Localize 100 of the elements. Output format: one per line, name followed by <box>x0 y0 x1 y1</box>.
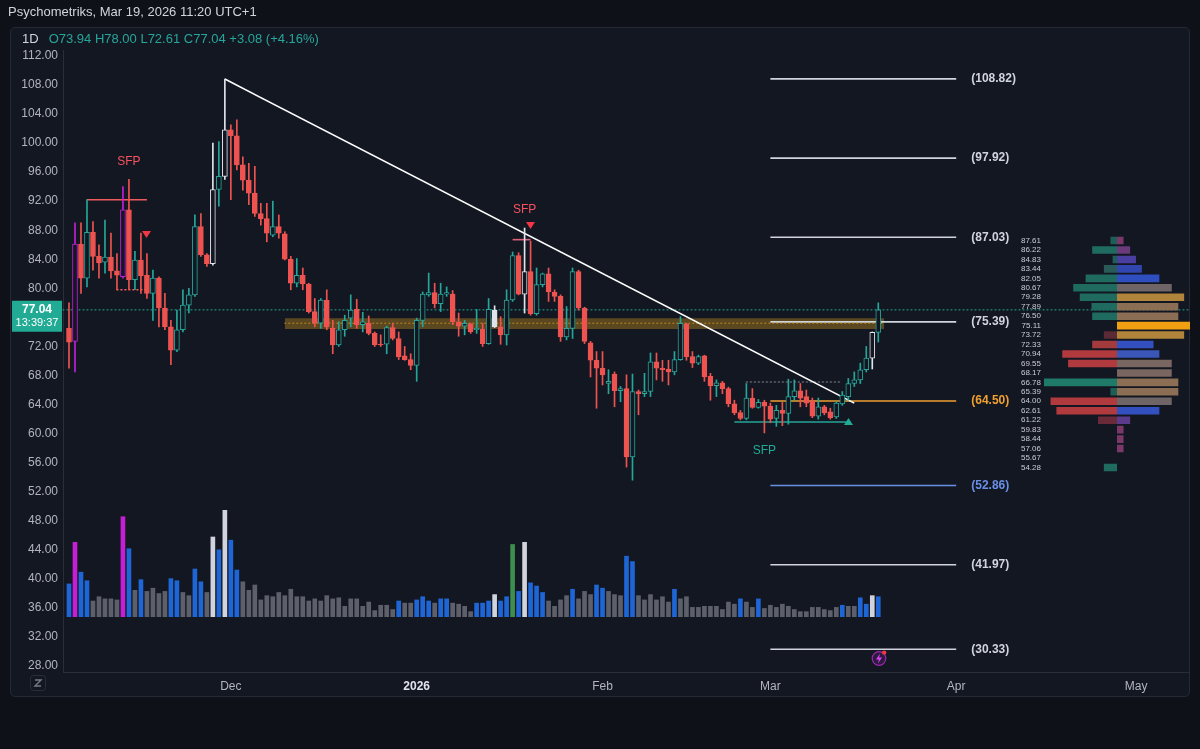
bar <box>1117 236 1124 245</box>
y-tick-label: 59.83 <box>1020 424 1042 434</box>
y-tick-label: 79.28 <box>1020 292 1042 302</box>
y-tick-label: 76.50 <box>1020 311 1042 321</box>
x-tick-label: Apr <box>946 678 966 693</box>
bar <box>1117 359 1172 368</box>
x-tick-label: 2026 <box>403 678 431 693</box>
bar <box>1098 416 1117 424</box>
candlestick <box>96 244 102 279</box>
bar <box>1117 425 1124 434</box>
y-tick-label: 75.11 <box>1021 320 1042 330</box>
bar <box>839 604 845 617</box>
bar <box>1117 388 1179 396</box>
y-tick-label: 56.00 <box>27 455 59 470</box>
y-tick-label: 96.00 <box>27 164 59 179</box>
candlestick <box>66 302 72 369</box>
series-label: (87.03) <box>971 229 1010 244</box>
y-tick-label: 80.67 <box>1020 283 1042 293</box>
bar <box>1068 359 1117 368</box>
bar <box>1117 284 1172 292</box>
candlestick <box>102 219 108 274</box>
bar <box>1117 265 1142 273</box>
bar <box>492 594 497 617</box>
ref-line-label: 77.04 <box>21 302 53 317</box>
bar <box>396 600 402 617</box>
y-tick-label: 80.00 <box>27 280 59 295</box>
bar <box>1085 274 1117 283</box>
bar <box>1117 435 1124 443</box>
y-tick-label: 84.00 <box>27 251 59 266</box>
y-tick-label: 52.00 <box>27 484 59 499</box>
bar <box>1117 378 1179 387</box>
y-tick-label: 104.00 <box>21 106 59 121</box>
bar <box>1117 406 1160 415</box>
bar <box>1103 331 1117 339</box>
bar <box>510 544 515 617</box>
y-tick-label: 44.00 <box>27 542 59 557</box>
series-label: (108.82) <box>971 71 1016 86</box>
series-label: (75.39) <box>971 314 1010 329</box>
text: Psychometriks, Mar 19, 2026 11:20 UTC+1 <box>8 4 257 19</box>
x-tick-label: Mar <box>760 678 781 693</box>
bar <box>1117 321 1190 330</box>
y-tick-label: 36.00 <box>27 600 59 615</box>
y-tick-label: 84.83 <box>1020 254 1042 264</box>
bar <box>1117 293 1185 302</box>
bar <box>432 602 437 617</box>
y-tick-label: 48.00 <box>27 513 59 528</box>
bar <box>1117 340 1154 349</box>
y-tick-label: 87.61 <box>1020 235 1042 245</box>
annotation: SFP <box>512 202 537 217</box>
candlestick <box>216 141 222 207</box>
bar <box>1117 331 1185 339</box>
bar <box>1103 265 1117 273</box>
bar <box>1110 236 1117 245</box>
y-tick-label: 68.17 <box>1020 368 1042 378</box>
bar <box>1092 340 1117 349</box>
series-label: (52.86) <box>971 477 1010 492</box>
y-tick-label: 73.72 <box>1020 330 1042 340</box>
y-tick-label: 72.00 <box>27 338 59 353</box>
y-tick-label: 88.00 <box>27 222 59 237</box>
candlestick <box>228 124 234 201</box>
y-tick-label: 86.22 <box>1020 245 1042 255</box>
bar <box>756 598 761 617</box>
bar <box>869 595 875 617</box>
bar <box>1062 350 1117 358</box>
bar <box>875 596 881 617</box>
bar <box>1117 444 1124 453</box>
y-tick-label: 69.55 <box>1020 358 1042 368</box>
bar <box>516 591 521 617</box>
y-tick-label: 68.00 <box>27 367 59 382</box>
bar <box>672 588 677 617</box>
series-label: (30.33) <box>971 641 1010 656</box>
y-tick-label: 40.00 <box>27 571 59 586</box>
bar <box>522 542 527 617</box>
y-tick-label: 70.94 <box>1020 349 1042 359</box>
bar <box>1117 274 1160 283</box>
y-tick-label: 57.06 <box>1020 443 1042 453</box>
y-tick-label: 108.00 <box>21 77 59 92</box>
bar <box>1117 397 1172 406</box>
bar <box>1117 416 1131 424</box>
y-tick-label: 54.28 <box>1020 462 1042 472</box>
y-tick-label: 66.78 <box>1020 377 1042 387</box>
text: 13:39:37 <box>15 315 59 328</box>
bar <box>1044 378 1117 387</box>
y-tick-label: 72.33 <box>1020 339 1042 349</box>
y-tick-label: 112.00 <box>22 48 59 63</box>
bar <box>1117 255 1136 264</box>
bar <box>1117 350 1160 358</box>
candlestick <box>359 311 366 333</box>
y-tick-label: 82.05 <box>1020 273 1042 283</box>
y-tick-label: 64.00 <box>27 396 59 411</box>
y-tick-label: 92.00 <box>27 193 59 208</box>
y-tick-label: 77.89 <box>1020 301 1042 311</box>
bar <box>1117 369 1172 377</box>
chart-title: 1D <box>22 31 39 46</box>
bar <box>1056 406 1117 415</box>
x-tick-label: Dec <box>220 678 242 693</box>
y-tick-label: 55.67 <box>1020 453 1042 463</box>
chart-subtitle: O73.94 H78.00 L72.61 C77.04 +3.08 (+4.16%) <box>48 31 319 46</box>
annotation: SFP <box>117 153 141 168</box>
y-tick-label: 100.00 <box>21 135 59 150</box>
